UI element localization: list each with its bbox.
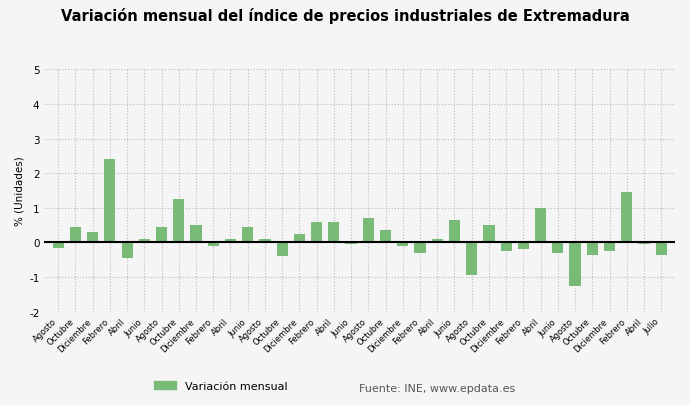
Y-axis label: % (Unidades): % (Unidades) [15,156,25,226]
Bar [415,243,426,253]
Bar [380,231,391,243]
Bar [518,243,529,250]
Bar [70,227,81,243]
Bar [121,243,132,258]
Bar [190,226,201,243]
Bar [656,243,667,255]
Bar [500,243,512,252]
Bar [242,227,253,243]
Bar [52,243,63,248]
Bar [311,222,322,243]
Bar [208,243,219,246]
Bar [225,239,236,243]
Bar [294,234,305,243]
Bar [552,243,564,253]
Bar [397,243,408,246]
Bar [432,239,443,243]
Bar [586,243,598,255]
Bar [604,243,615,252]
Bar [621,193,632,243]
Bar [139,239,150,243]
Bar [466,243,477,276]
Bar [173,200,184,243]
Bar [277,243,288,257]
Bar [104,160,115,243]
Bar [483,226,495,243]
Bar [638,243,649,245]
Bar [87,232,98,243]
Bar [156,227,167,243]
Bar [328,223,339,243]
Text: Fuente: INE, www.epdata.es: Fuente: INE, www.epdata.es [359,383,515,393]
Bar [569,243,581,286]
Text: Variación mensual del índice de precios industriales de Extremadura: Variación mensual del índice de precios … [61,8,629,24]
Bar [259,239,270,243]
Legend: Variación mensual: Variación mensual [150,377,292,395]
Bar [449,220,460,243]
Bar [346,243,357,245]
Bar [363,219,374,243]
Bar [535,208,546,243]
